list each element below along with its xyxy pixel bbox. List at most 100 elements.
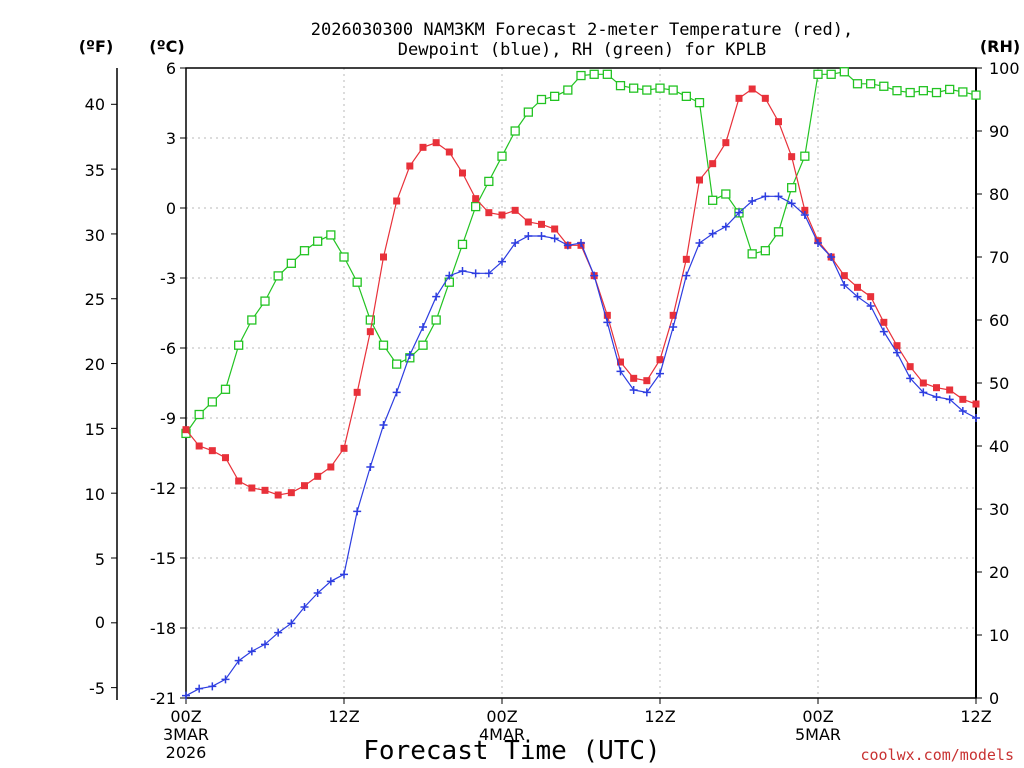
dewpoint-point (893, 348, 901, 357)
rh-point (839, 67, 849, 77)
x-axis-title: Forecast Time (UTC) (363, 736, 660, 766)
dewpoint-point (405, 351, 414, 359)
dewpoint-point (774, 192, 783, 201)
dewpoint-line (185, 195, 977, 697)
f-tick-label: 5 (95, 550, 105, 569)
temperature-point (854, 283, 861, 291)
series-layer (181, 67, 981, 700)
temperature-point (748, 85, 756, 93)
rh-series (181, 67, 981, 439)
rh-point (629, 83, 639, 93)
temperature-point (538, 220, 545, 228)
dewpoint-point (366, 463, 375, 471)
dewpoint-point (866, 302, 875, 310)
rh-point (207, 397, 217, 407)
rh-point (273, 271, 283, 281)
temperature-point (893, 342, 901, 350)
temperature-point (840, 272, 848, 280)
c-tick-label: 0 (166, 199, 176, 218)
rh-tick-label: 0 (989, 689, 999, 708)
temperature-point (327, 463, 335, 471)
rh-point (681, 91, 691, 101)
dewpoint-point (787, 199, 796, 208)
f-tick-label: -5 (89, 679, 105, 698)
dewpoint-point (932, 393, 941, 401)
dewpoint-point (511, 239, 520, 247)
temperature-point (393, 197, 401, 205)
c-tick-label: -6 (160, 339, 176, 358)
dewpoint-point (247, 647, 256, 656)
f-tick-label: 10 (85, 485, 105, 504)
c-tick-label: -9 (160, 409, 176, 428)
dewpoint-point (761, 192, 770, 201)
temperature-point (287, 489, 295, 497)
dewpoint-point (827, 253, 836, 261)
rh-point (339, 252, 349, 262)
dewpoint-point (590, 271, 599, 280)
axis-ticks (111, 67, 982, 704)
f-tick-label: 25 (85, 290, 105, 309)
rh-point (971, 90, 981, 100)
c-tick-label: -18 (150, 619, 176, 638)
temperature-point (208, 447, 216, 455)
rh-point (879, 81, 889, 91)
dewpoint-point (563, 241, 572, 250)
rh-point (694, 98, 705, 108)
temperature-point (380, 253, 387, 261)
credit-label: coolwx.com/models (860, 746, 1014, 764)
rh-point (313, 236, 323, 246)
rh-point (892, 86, 902, 96)
temperature-point (643, 377, 651, 385)
temperature-point (682, 255, 690, 263)
x-tick-label: 00Z (802, 707, 833, 726)
rh-tick-label: 40 (989, 437, 1009, 456)
temperature-point (972, 400, 980, 408)
dewpoint-point (340, 570, 348, 579)
x-tick-sublabel: 5MAR (795, 725, 841, 744)
dewpoint-point (234, 656, 243, 665)
dewpoint-point (853, 292, 862, 301)
x-tick-sublabel: 3MAR (163, 725, 209, 744)
rh-point (550, 91, 560, 101)
rh-tick-label: 30 (989, 500, 1009, 519)
temperature-point (696, 176, 703, 184)
dewpoint-point (300, 603, 309, 611)
temperature-point (630, 374, 638, 382)
rh-point (326, 230, 336, 240)
dewpoint-point (945, 395, 954, 404)
rh-tick-label: 70 (989, 248, 1009, 267)
temperature-point (867, 293, 875, 301)
dewpoint-point (379, 421, 388, 429)
dewpoint-point (958, 407, 967, 415)
x-tick-sublabel: 4MAR (479, 725, 525, 744)
dewpoint-point (287, 619, 296, 628)
temperature-point (709, 160, 717, 168)
temperature-point (722, 139, 730, 147)
dewpoint-point (972, 414, 980, 422)
dewpoint-point (432, 292, 441, 301)
temperature-point (222, 454, 229, 462)
rh-tick-label: 20 (989, 563, 1009, 582)
dewpoint-point (458, 267, 467, 275)
temperature-point (261, 486, 269, 494)
rh-point (576, 70, 586, 81)
temperature-point (959, 395, 967, 403)
temperature-point (761, 94, 769, 102)
temperature-point (248, 484, 256, 492)
x-tick-label: 12Z (328, 707, 359, 726)
dewpoint-point (695, 239, 704, 247)
temperature-point (551, 225, 559, 233)
rh-point (286, 258, 296, 268)
dewpoint-point (603, 318, 612, 327)
temperature-point (801, 206, 809, 214)
temperature-point (472, 195, 480, 203)
rh-point (365, 315, 375, 325)
rh-point (918, 86, 928, 96)
dewpoint-point (919, 388, 928, 397)
rh-point (760, 246, 770, 256)
fahrenheit-tick-labels: 40 35 30 25 20 15 10 5 0 -5 (85, 95, 105, 698)
x-tick-label: 00Z (170, 707, 201, 726)
dewpoint-point (221, 675, 230, 684)
rh-point (510, 126, 520, 136)
